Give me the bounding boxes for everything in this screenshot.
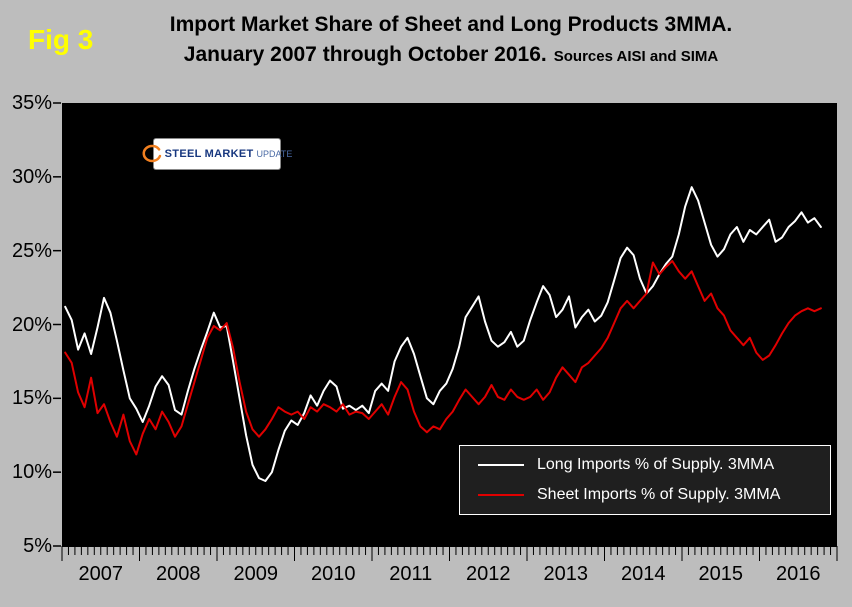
legend-label-sheet-imports: Sheet Imports % of Supply. 3MMA xyxy=(537,486,781,503)
legend-line-long-imports xyxy=(478,464,524,466)
y-axis-label: 20% xyxy=(11,313,52,336)
x-axis-year-label: 2013 xyxy=(543,563,589,585)
smu-logo-text-market: MARKET xyxy=(204,148,254,160)
chart-title-line1: Import Market Share of Sheet and Long Pr… xyxy=(169,13,733,36)
legend-item-sheet-imports: Sheet Imports % of Supply. 3MMA xyxy=(478,486,812,504)
x-axis-ticks xyxy=(61,546,838,561)
y-axis-label: 15% xyxy=(11,387,52,410)
y-axis-label: 5% xyxy=(23,535,52,557)
x-axis-year-label: 2014 xyxy=(621,563,666,585)
y-axis-label: 25% xyxy=(11,239,52,262)
y-axis-label: 35% xyxy=(11,92,52,114)
long-imports-line xyxy=(64,186,822,482)
y-axis-ticks xyxy=(53,102,61,547)
x-axis-year-label: 2007 xyxy=(78,563,124,585)
legend-line-sheet-imports xyxy=(478,494,524,496)
figure-label: Fig 3 xyxy=(28,24,94,55)
smu-logo-text-steel: STEEL xyxy=(164,148,202,160)
chart-sources-note: Sources AISI and SIMA xyxy=(553,48,719,65)
y-axis-label: 10% xyxy=(11,461,52,484)
smu-logo-swoosh-icon xyxy=(142,144,161,163)
legend-label-long-imports: Long Imports % of Supply. 3MMA xyxy=(537,456,775,473)
x-axis-year-label: 2016 xyxy=(776,563,821,585)
x-axis-year-label: 2012 xyxy=(466,563,511,585)
legend-item-long-imports: Long Imports % of Supply. 3MMA xyxy=(478,456,812,474)
chart-header: Import Market Share of Sheet and Long Pr… xyxy=(100,9,802,71)
x-axis-year-label: 2009 xyxy=(233,563,279,585)
y-axis-label: 30% xyxy=(11,165,52,188)
series-plot xyxy=(64,186,822,482)
x-axis-year-label: 2008 xyxy=(156,563,201,585)
sheet-imports-line xyxy=(64,260,822,456)
legend: Long Imports % of Supply. 3MMA Sheet Imp… xyxy=(459,445,831,515)
chart-title-line2-text: January 2007 through October 2016. xyxy=(183,43,547,66)
x-axis-year-label: 2015 xyxy=(698,563,744,585)
smu-logo: STEEL MARKET UPDATE xyxy=(142,139,292,169)
x-axis-year-label: 2011 xyxy=(389,563,433,585)
chart-title-line2: January 2007 through October 2016. Source… xyxy=(100,40,802,71)
x-axis-year-label: 2010 xyxy=(311,563,356,585)
plot-area: STEEL MARKET UPDATE Long Imports % of Su… xyxy=(62,103,837,546)
smu-logo-text-update: UPDATE xyxy=(256,149,293,159)
